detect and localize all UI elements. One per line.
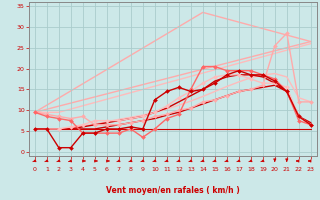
- X-axis label: Vent moyen/en rafales ( km/h ): Vent moyen/en rafales ( km/h ): [106, 186, 240, 195]
